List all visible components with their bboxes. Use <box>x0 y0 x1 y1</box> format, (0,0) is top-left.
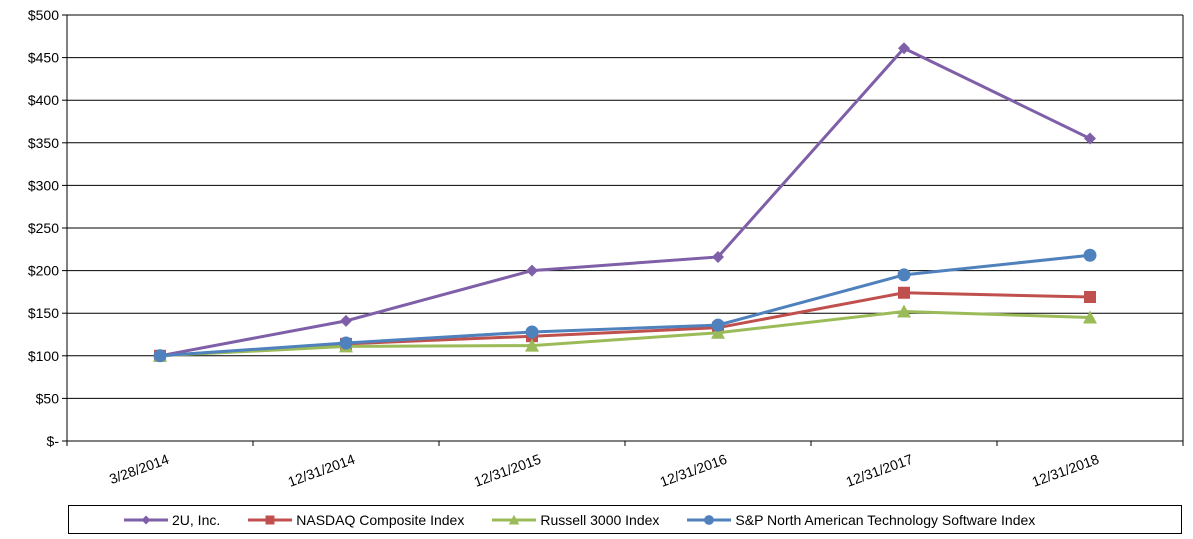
legend-item: Russell 3000 Index <box>492 512 659 528</box>
y-tick-label: $150 <box>28 305 59 321</box>
marker-square <box>1084 291 1096 304</box>
legend: 2U, Inc. NASDAQ Composite Index Russell 30… <box>68 505 1182 534</box>
legend-label: Russell 3000 Index <box>540 511 660 528</box>
marker-triangle <box>897 304 911 318</box>
legend-swatch <box>687 514 732 525</box>
marker-diamond <box>712 250 724 263</box>
marker-triangle <box>1083 310 1097 324</box>
legend-label: S&P North American Technology Software I… <box>735 511 1036 528</box>
marker-circle <box>897 268 911 282</box>
marker-circle <box>339 336 353 350</box>
marker-circle <box>704 514 715 525</box>
marker-circle <box>1083 248 1097 262</box>
y-tick-label: $100 <box>28 348 59 364</box>
y-tick-label: $300 <box>28 177 59 193</box>
marker-diamond <box>1084 132 1096 145</box>
x-tick-label: 12/31/2014 <box>286 451 358 490</box>
legend-item: NASDAQ Composite Index <box>248 512 464 528</box>
marker-square <box>265 515 275 524</box>
y-tick-label: $450 <box>28 50 59 66</box>
x-tick-label: 12/31/2016 <box>658 451 730 490</box>
marker-diamond <box>340 314 352 327</box>
y-tick-label: $- <box>47 433 60 449</box>
x-tick-label: 12/31/2018 <box>1030 451 1102 490</box>
series-1 <box>154 286 1096 362</box>
marker-square <box>898 286 910 299</box>
plot-area: $- $50 $100 $150 $200 $250 $300 $350 $400 $450 $50… <box>28 7 1184 490</box>
legend-label: 2U, Inc. <box>172 511 221 528</box>
marker-circle <box>711 318 725 332</box>
legend-swatch <box>124 515 168 524</box>
y-tick-label: $400 <box>28 92 59 108</box>
y-tick-label: $50 <box>36 390 60 406</box>
marker-triangle <box>711 325 725 339</box>
marker-triangle <box>525 338 539 352</box>
y-tick-label: $500 <box>28 7 59 23</box>
legend-swatch <box>492 514 537 524</box>
x-tick-label: 12/31/2017 <box>844 451 916 490</box>
series-line <box>159 309 1091 358</box>
marker-diamond <box>898 42 910 55</box>
series-2 <box>153 304 1097 362</box>
series-3 <box>153 248 1097 363</box>
y-tick-label: $200 <box>28 263 59 279</box>
marker-circle <box>153 349 167 363</box>
legend-item: 2U, Inc. <box>124 512 220 528</box>
y-tick-label: $250 <box>28 220 59 236</box>
marker-diamond <box>526 264 538 277</box>
legend-item: S&P North American Technology Software I… <box>687 512 1035 528</box>
series-line <box>159 46 1091 358</box>
x-tick-label: 3/28/2014 <box>107 451 171 487</box>
x-tick-label: 12/31/2015 <box>472 451 544 490</box>
marker-circle <box>525 325 539 339</box>
y-tick-label: $350 <box>28 135 59 151</box>
legend-label: NASDAQ Composite Index <box>296 511 465 528</box>
marker-triangle <box>509 514 520 524</box>
series-line <box>159 253 1091 358</box>
marker-diamond <box>141 515 151 524</box>
legend-swatch <box>248 515 293 524</box>
